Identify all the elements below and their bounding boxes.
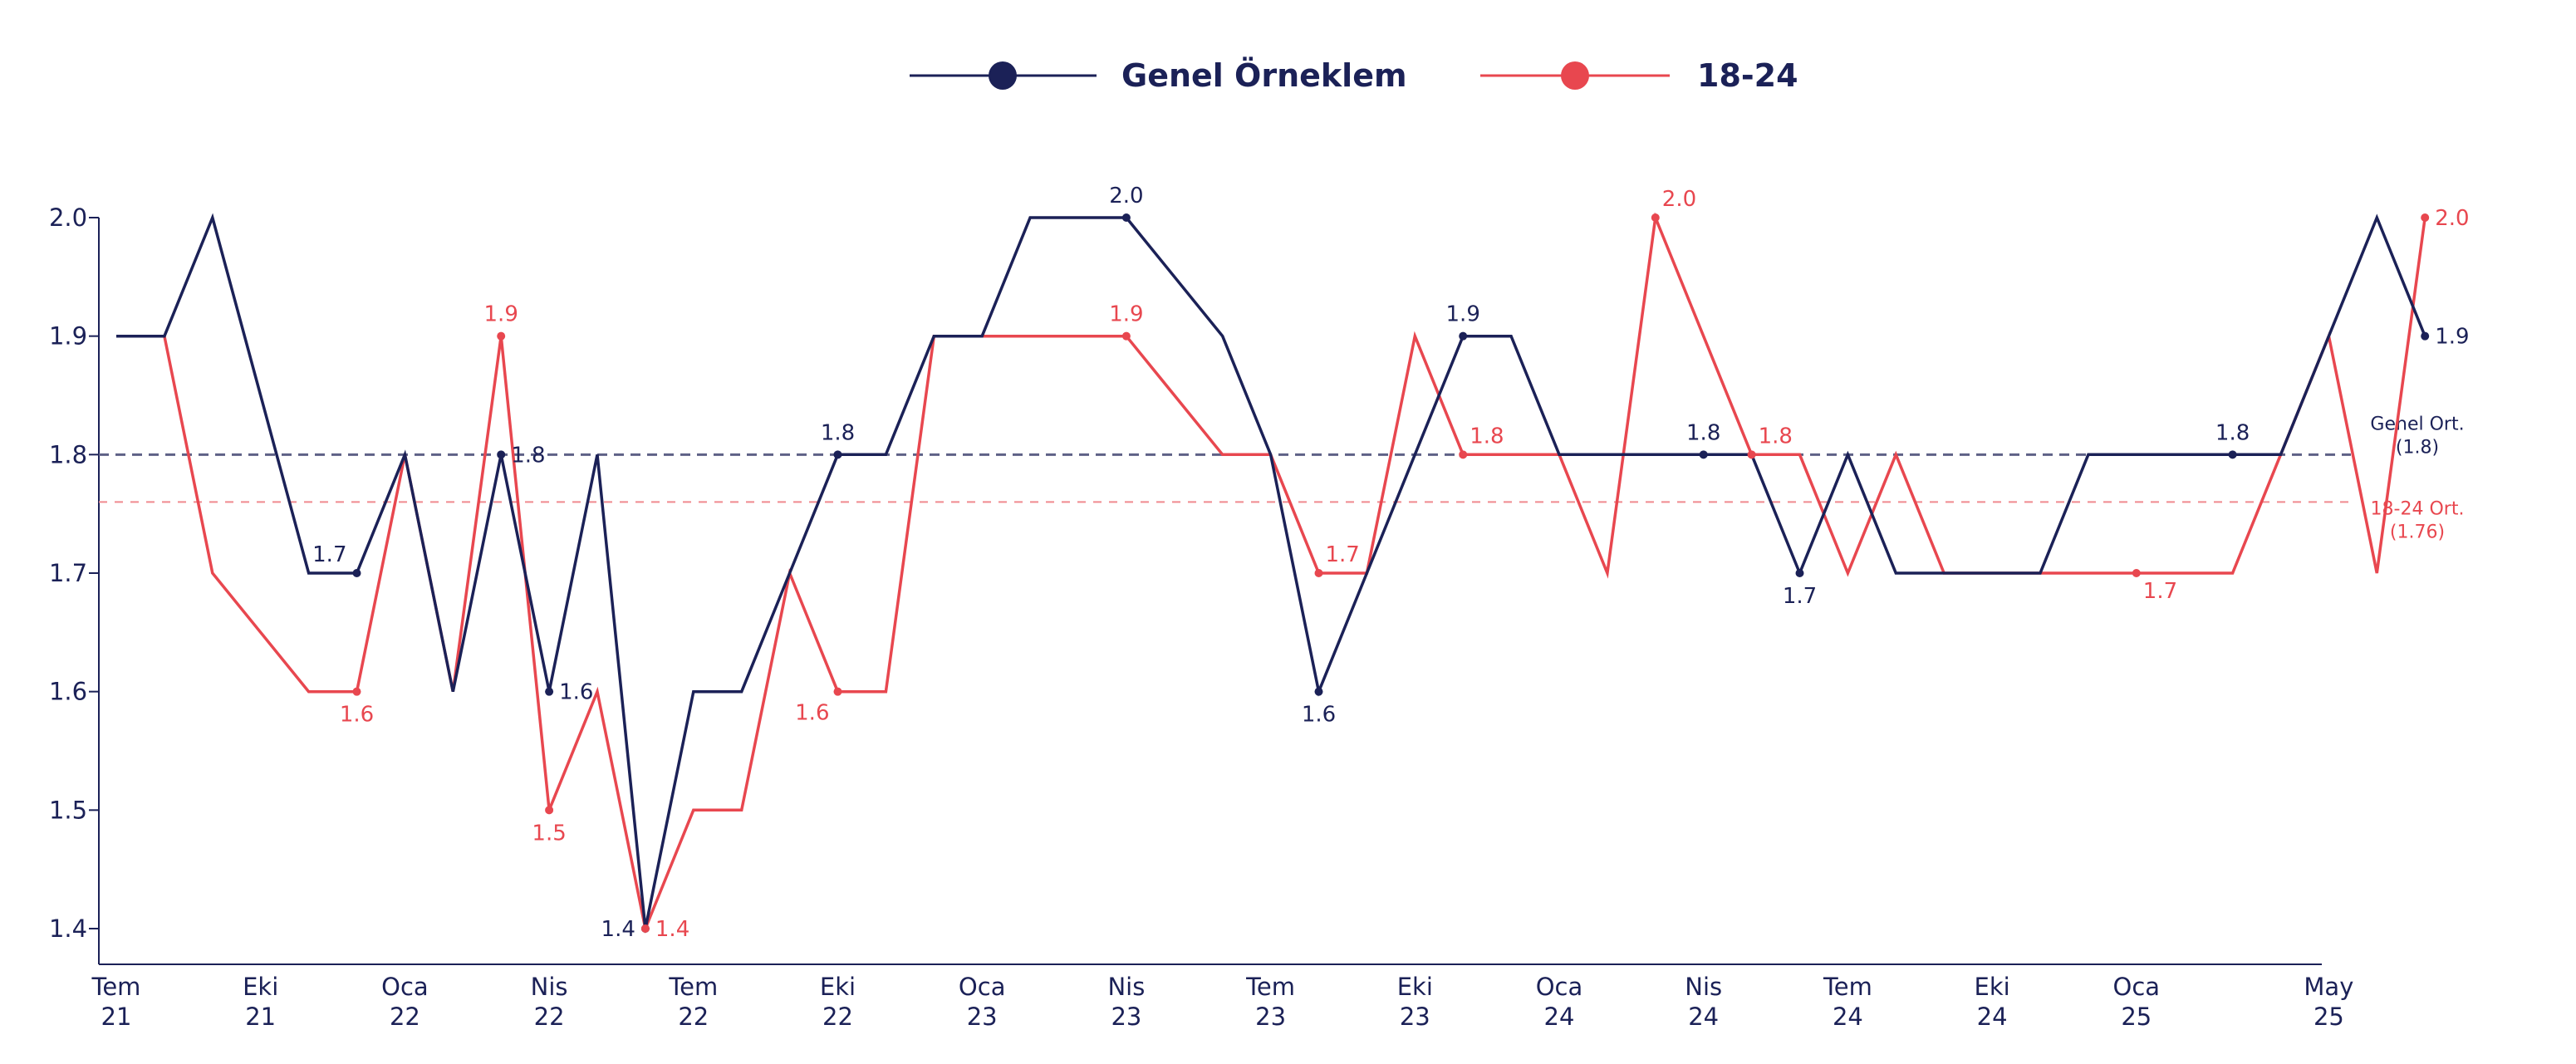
- data-label-18-24: 2.0: [1662, 187, 1696, 212]
- x-tick-label-year: 23: [967, 1003, 998, 1031]
- x-tick-label: Oca: [2113, 973, 2161, 1001]
- x-tick-label: Oca: [381, 973, 429, 1001]
- y-tick-label: 1.8: [49, 440, 87, 468]
- series-line-18-24: [116, 212, 2426, 934]
- data-point-genel: [2228, 450, 2237, 459]
- x-tick-label-year: 23: [1111, 1003, 1141, 1031]
- data-point-genel: [497, 450, 506, 459]
- data-point-genel: [545, 687, 554, 696]
- x-tick-label-year: 24: [1544, 1003, 1575, 1031]
- data-label-genel: 1.7: [312, 542, 346, 567]
- data-point-18-24: [1459, 450, 1468, 459]
- data-label-18-24: 1.8: [1759, 424, 1793, 449]
- data-label-18-24: 1.4: [655, 917, 689, 942]
- x-tick-label: Nis: [1685, 973, 1722, 1001]
- x-tick-label: May: [2304, 973, 2353, 1001]
- x-tick-label-year: 24: [1688, 1003, 1719, 1031]
- data-label-genel: 1.7: [1783, 584, 1817, 609]
- data-label-18-24: 1.7: [2143, 579, 2177, 604]
- x-tick-label: Nis: [1107, 973, 1145, 1001]
- data-point-genel: [352, 569, 361, 577]
- data-label-genel: 1.8: [2215, 420, 2250, 445]
- data-point-18-24: [833, 687, 842, 696]
- data-point-genel: [1699, 450, 1708, 459]
- data-point-18-24: [2132, 569, 2141, 577]
- data-label-18-24: 1.6: [340, 703, 374, 728]
- y-tick-label: 1.4: [49, 914, 87, 943]
- x-tick-label: Tem: [1245, 973, 1295, 1001]
- x-tick-label-year: 24: [1833, 1003, 1863, 1031]
- x-tick-label: Tem: [91, 973, 141, 1001]
- data-point-18-24: [1121, 331, 1131, 341]
- legend-label-genel: Genel Örneklem: [1121, 57, 1407, 94]
- x-tick-label: Eki: [1975, 973, 2010, 1001]
- x-tick-label-year: 22: [390, 1003, 420, 1031]
- y-tick-label: 1.6: [49, 678, 87, 706]
- y-tick-label: 1.7: [49, 559, 87, 587]
- data-point-18-24: [497, 331, 506, 341]
- data-point-genel: [1795, 569, 1804, 577]
- data-point-genel: [833, 450, 842, 459]
- y-tick-label: 1.5: [49, 796, 87, 824]
- data-label-genel: 1.4: [601, 917, 635, 942]
- data-label-18-24: 1.9: [484, 302, 518, 327]
- x-tick-label-year: 22: [822, 1003, 853, 1031]
- data-point-genel: [1314, 687, 1323, 696]
- data-point-genel: [1459, 331, 1468, 341]
- x-tick-label-year: 22: [678, 1003, 709, 1031]
- x-tick-label: Tem: [1823, 973, 1872, 1001]
- data-label-18-24: 1.7: [1326, 542, 1360, 567]
- data-label-genel: 1.9: [1446, 302, 1480, 327]
- data-point-18-24: [1314, 569, 1323, 577]
- x-tick-label: Eki: [1397, 973, 1433, 1001]
- x-tick-label-year: 21: [101, 1003, 132, 1031]
- data-point-18-24: [1747, 450, 1756, 459]
- data-label-genel: 1.8: [821, 420, 855, 445]
- chart-axes: [98, 218, 2322, 965]
- average-value-label: (1.76): [2390, 522, 2445, 542]
- data-label-genel: 1.6: [559, 680, 593, 705]
- data-label-genel: 1.9: [2435, 325, 2469, 350]
- data-point-18-24: [545, 806, 554, 815]
- data-label-18-24: 1.6: [795, 701, 829, 726]
- x-tick-label: Tem: [668, 973, 718, 1001]
- x-tick-label-year: 25: [2313, 1003, 2344, 1031]
- x-tick-label: Nis: [531, 973, 568, 1001]
- legend-entry-18-24: 18-24: [1480, 57, 1798, 94]
- data-label-18-24: 2.0: [2435, 206, 2469, 231]
- x-tick-label: Oca: [959, 973, 1006, 1001]
- data-label-genel: 1.8: [1686, 420, 1720, 445]
- x-tick-label-year: 24: [1977, 1003, 2008, 1031]
- data-label-genel: 2.0: [1109, 184, 1143, 208]
- legend-label-18-24: 18-24: [1697, 57, 1798, 94]
- x-tick-label: Eki: [820, 973, 856, 1001]
- data-point-18-24: [1651, 213, 1660, 222]
- data-label-18-24: 1.5: [532, 821, 566, 846]
- data-label-18-24: 1.8: [1470, 424, 1504, 449]
- legend-entry-genel: Genel Örneklem: [910, 57, 1407, 94]
- chart-legend: Genel Örneklem 18-24: [910, 57, 1798, 94]
- data-point-18-24: [352, 687, 361, 696]
- x-tick-label-year: 23: [1400, 1003, 1430, 1031]
- x-tick-label-year: 25: [2121, 1003, 2152, 1031]
- average-label: Genel Ort.: [2370, 414, 2464, 434]
- x-tick-label: Eki: [243, 973, 278, 1001]
- data-point-18-24: [640, 924, 650, 933]
- data-label-genel: 1.8: [511, 443, 545, 468]
- data-point-18-24: [2421, 213, 2430, 222]
- data-label-genel: 1.6: [1302, 703, 1336, 728]
- x-tick-label: Oca: [1536, 973, 1583, 1001]
- data-point-genel: [1121, 213, 1131, 222]
- data-point-genel: [2421, 331, 2430, 341]
- data-label-18-24: 1.9: [1109, 302, 1143, 327]
- average-value-label: (1.8): [2396, 437, 2439, 458]
- y-tick-label: 1.9: [49, 322, 87, 351]
- x-tick-label-year: 22: [534, 1003, 565, 1031]
- x-tick-label-year: 23: [1255, 1003, 1286, 1031]
- x-tick-label-year: 21: [245, 1003, 276, 1031]
- y-tick-label: 2.0: [49, 203, 87, 232]
